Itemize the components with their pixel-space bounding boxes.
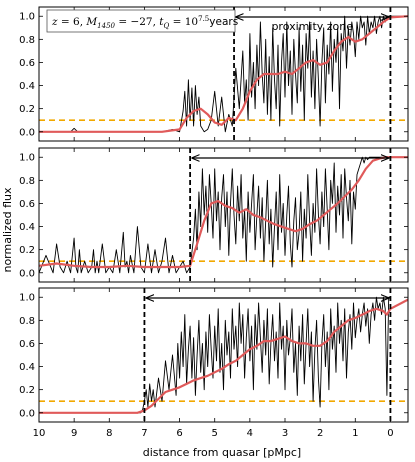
x-tick-label: 3 [282, 428, 288, 439]
panel-frame [38, 287, 409, 423]
y-axis-label: normalized flux [1, 187, 14, 273]
y-tick-label: 0.2 [19, 385, 35, 396]
panel-2: 0.0 0.2 0.4 0.6 0.8 1.0 [19, 147, 409, 283]
smoothed-line [39, 15, 409, 133]
y-tick-label: 1.0 [19, 293, 35, 304]
x-tick-label: 6 [176, 428, 182, 439]
y-tick-label: 0.2 [19, 104, 35, 115]
x-tick-label: 7 [141, 428, 147, 439]
x-tick-label: 10 [33, 428, 46, 439]
y-tick-label: 0.8 [19, 176, 35, 187]
y-tick-label: 0.6 [19, 199, 35, 210]
proximity-zone-label: proximity zone [271, 20, 353, 33]
annotation-box: z = 6, M1450 = −27, tQ = 107.5years [46, 9, 238, 33]
y-tick-label: 0.8 [19, 35, 35, 46]
x-tick-label: 2 [317, 428, 323, 439]
x-tick-label: 5 [212, 428, 218, 439]
y-tick-label: 0.6 [19, 339, 35, 350]
y-tick-label: 0.4 [19, 81, 35, 92]
y-tick-label: 0.4 [19, 362, 35, 373]
panel-frame [38, 6, 409, 142]
y-tick-label: 0.0 [19, 268, 35, 279]
panel-1: proximity zone 0.0 0.2 0.4 0.6 0.8 1.0 [19, 6, 409, 142]
y-tick-label: 0.0 [19, 408, 35, 419]
spectrum-line [38, 156, 408, 274]
spectrum-line [39, 296, 391, 414]
x-tick-label: 4 [247, 428, 253, 439]
panel-3: 0.0 0.2 0.4 0.6 0.8 1.0 [19, 287, 409, 423]
y-tick-label: 0.6 [19, 58, 35, 69]
panel-frame [38, 147, 409, 283]
x-axis-label: distance from quasar [pMpc] [143, 446, 301, 459]
y-tick-label: 0.8 [19, 316, 35, 327]
x-tick-label: 1 [352, 428, 358, 439]
y-tick-label: 0.0 [19, 127, 35, 138]
x-tick-label: 0 [387, 428, 393, 439]
y-tick-label: 0.2 [19, 245, 35, 256]
smoothed-line [38, 156, 408, 269]
y-tick-label: 1.0 [19, 153, 35, 164]
annotation-text: z = 6, M1450 = −27, tQ = 107.5years [51, 15, 238, 30]
y-tick-label: 1.0 [19, 12, 35, 23]
smoothed-line [39, 298, 409, 414]
spectrum-line [39, 15, 408, 133]
x-tick-label: 9 [71, 428, 77, 439]
x-tick-label: 8 [106, 428, 112, 439]
y-tick-label: 0.4 [19, 222, 35, 233]
